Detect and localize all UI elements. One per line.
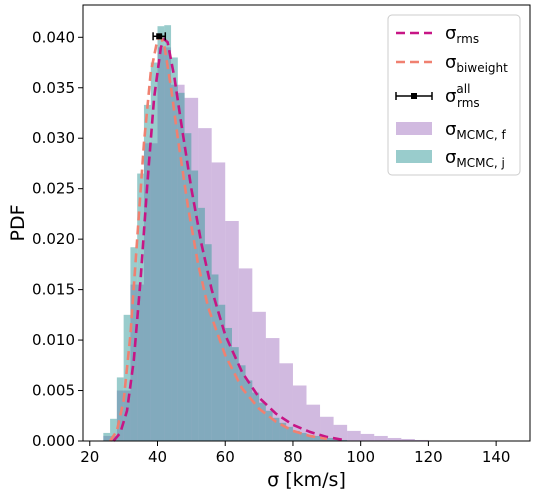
mcmc-j-bar-30 <box>306 434 314 441</box>
mcmc-j-bar-33 <box>326 437 334 441</box>
mcmc-f-bar-22 <box>401 438 415 441</box>
legend-handle-mcmc_f <box>396 122 432 135</box>
mcmc-j-bar-20 <box>238 365 246 441</box>
legend-label-all: σall rms <box>445 82 480 110</box>
mcmc-j-bar-15 <box>204 244 212 441</box>
legend-label-rms: σrms <box>445 23 479 46</box>
mcmc-j-bar-3 <box>123 314 131 441</box>
y-tick-label-5: 0.025 <box>32 180 75 198</box>
mcmc-j-bar-2 <box>116 377 124 441</box>
mcmc-f-bar-19 <box>360 433 375 441</box>
mcmc-j-bar-22 <box>252 392 260 441</box>
y-tick-label-8: 0.040 <box>32 28 75 46</box>
legend-label-biweight: σbiweight <box>445 52 508 75</box>
mcmc-f-bar-18 <box>347 430 361 441</box>
x-tick-label-100: 100 <box>346 448 375 466</box>
legend-label-mcmc_j: σMCMC, j <box>445 147 505 170</box>
legend-handle-mcmc_j <box>396 150 432 163</box>
mcmc-j-bar-28 <box>292 430 300 441</box>
mcmc-f-bar-20 <box>374 435 388 441</box>
x-axis-ticks: 20 40 60 80 100 120 140 <box>80 441 510 466</box>
x-tick-label-140: 140 <box>482 448 511 466</box>
histogram-mcmc-j <box>103 25 348 442</box>
mcmc-j-bar-1 <box>110 418 117 441</box>
mcmc-j-bar-19 <box>232 347 239 441</box>
y-tick-label-6: 0.030 <box>32 129 75 147</box>
mcmc-j-bar-16 <box>211 274 219 441</box>
plot-area <box>103 25 510 442</box>
legend: σrms σbiweight σall rms σMCMC, f σMCMC, j <box>387 14 521 176</box>
legend-handle-marker <box>411 93 417 99</box>
mcmc-j-bar-13 <box>191 170 199 441</box>
mcmc-f-bar-23 <box>414 439 429 441</box>
mcmc-j-bar-18 <box>225 327 232 441</box>
y-tick-label-3: 0.015 <box>32 281 75 299</box>
mcmc-f-bar-21 <box>387 437 402 441</box>
mcmc-f-bar-17 <box>333 424 348 441</box>
mcmc-j-bar-35 <box>340 439 348 441</box>
x-tick-label-40: 40 <box>148 448 167 466</box>
mcmc-j-bar-31 <box>313 435 321 441</box>
mcmc-j-bar-4 <box>130 247 138 441</box>
mcmc-j-bar-12 <box>184 133 192 442</box>
legend-label-mcmc_f: σMCMC, f <box>445 119 507 142</box>
y-tick-label-1: 0.005 <box>32 382 75 400</box>
axes-frame <box>82 4 531 442</box>
mcmc-j-bar-10 <box>171 57 178 442</box>
mcmc-j-bar-29 <box>299 432 307 441</box>
mcmc-j-bar-6 <box>143 104 151 442</box>
mcmc-j-bar-11 <box>177 92 185 442</box>
mcmc-j-bar-24 <box>265 410 273 441</box>
point-marker <box>156 33 163 40</box>
curve-sigma-rms <box>112 37 344 442</box>
y-tick-label-4: 0.020 <box>32 230 75 248</box>
mcmc-j-bar-7 <box>150 62 158 442</box>
mcmc-j-bar-25 <box>272 417 280 441</box>
y-tick-label-0: 0.000 <box>32 432 75 450</box>
mcmc-j-bar-8 <box>157 26 165 441</box>
point-sigma-rms-all <box>152 32 167 41</box>
mcmc-j-bar-21 <box>245 380 253 441</box>
x-tick-label-20: 20 <box>80 448 99 466</box>
y-tick-label-7: 0.035 <box>32 79 75 97</box>
x-tick-label-120: 120 <box>414 448 443 466</box>
y-axis-label: PDF <box>7 204 29 241</box>
legend-box <box>387 14 521 176</box>
y-tick-label-2: 0.010 <box>32 331 75 349</box>
mcmc-j-bar-23 <box>259 402 266 441</box>
y-axis-ticks: 0.000 0.005 0.010 0.015 0.020 0.025 0.030 0.035… <box>32 28 83 450</box>
mcmc-j-bar-9 <box>164 25 172 442</box>
x-tick-label-60: 60 <box>216 448 235 466</box>
mcmc-j-bar-26 <box>279 422 287 441</box>
x-tick-label-80: 80 <box>283 448 302 466</box>
mcmc-f-bar-13 <box>279 363 293 441</box>
mcmc-j-bar-14 <box>198 207 205 441</box>
mcmc-j-bar-17 <box>218 304 226 441</box>
curve-sigma-biweight <box>109 35 328 442</box>
mcmc-j-bar-27 <box>286 426 293 441</box>
mcmc-j-bar-0 <box>103 432 111 441</box>
x-axis-label: σ [km/s] <box>267 469 346 491</box>
mcmc-j-bar-5 <box>137 173 144 441</box>
